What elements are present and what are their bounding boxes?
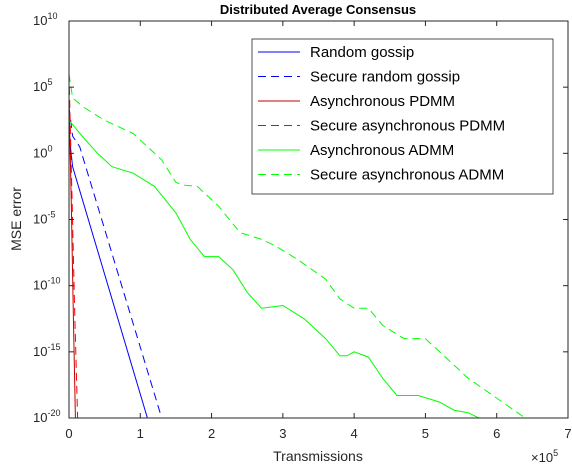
legend-items: Random gossip Secure random gossip Asynchr… <box>258 44 505 184</box>
x-tick-label-0: 0 <box>65 426 72 441</box>
chart-title: Distributed Average Consensus <box>220 2 416 17</box>
legend-label-4: Secure asynchronous PDMM <box>310 118 505 135</box>
y-tick-label-4: 10-10 <box>33 276 60 293</box>
x-tick-label-3: 3 <box>279 426 286 441</box>
y-tick-label-6: 10-20 <box>33 408 60 425</box>
legend-label-3: Asynchronous PDMM <box>310 93 455 110</box>
x-tick-label-2: 2 <box>208 426 215 441</box>
series-line-6 <box>68 73 526 419</box>
x-tick-label-1: 1 <box>137 426 144 441</box>
y-axis: 1010 105 100 10-5 10-10 10-15 10-20 <box>33 11 568 425</box>
x-tick-label-4: 4 <box>351 426 358 441</box>
y-tick-label-3: 10-5 <box>33 210 55 227</box>
y-tick-label-5: 10-15 <box>33 342 60 359</box>
legend-box <box>251 38 554 195</box>
x-axis-title: Transmissions <box>273 448 363 464</box>
series-line-2 <box>68 106 163 419</box>
series-line-5 <box>68 119 480 419</box>
series-layer <box>68 73 526 419</box>
legend-label-6: Secure asynchronous ADMM <box>310 167 504 184</box>
legend-label-2: Secure random gossip <box>310 69 460 86</box>
x-tick-label-5: 5 <box>422 426 429 441</box>
y-tick-label-2: 100 <box>33 143 52 160</box>
legend-label-5: Asynchronous ADMM <box>310 142 454 159</box>
legend-label-1: Random gossip <box>310 44 414 61</box>
x-axis: 0 1 2 3 4 5 6 7 <box>65 21 572 441</box>
x-tick-label-7: 7 <box>564 426 571 441</box>
y-tick-label-0: 1010 <box>33 11 57 28</box>
y-tick-label-1: 105 <box>33 77 52 94</box>
x-scale-multiplier: ×105 <box>531 448 558 465</box>
x-tick-label-6: 6 <box>493 426 500 441</box>
legend: Random gossip Secure random gossip Asynchr… <box>251 38 554 195</box>
series-line-3 <box>68 100 76 419</box>
series-line-4 <box>68 73 79 419</box>
x-scale-base: ×10 <box>531 450 553 465</box>
x-scale-exponent: 5 <box>553 448 558 458</box>
y-axis-title: MSE error <box>8 187 24 251</box>
